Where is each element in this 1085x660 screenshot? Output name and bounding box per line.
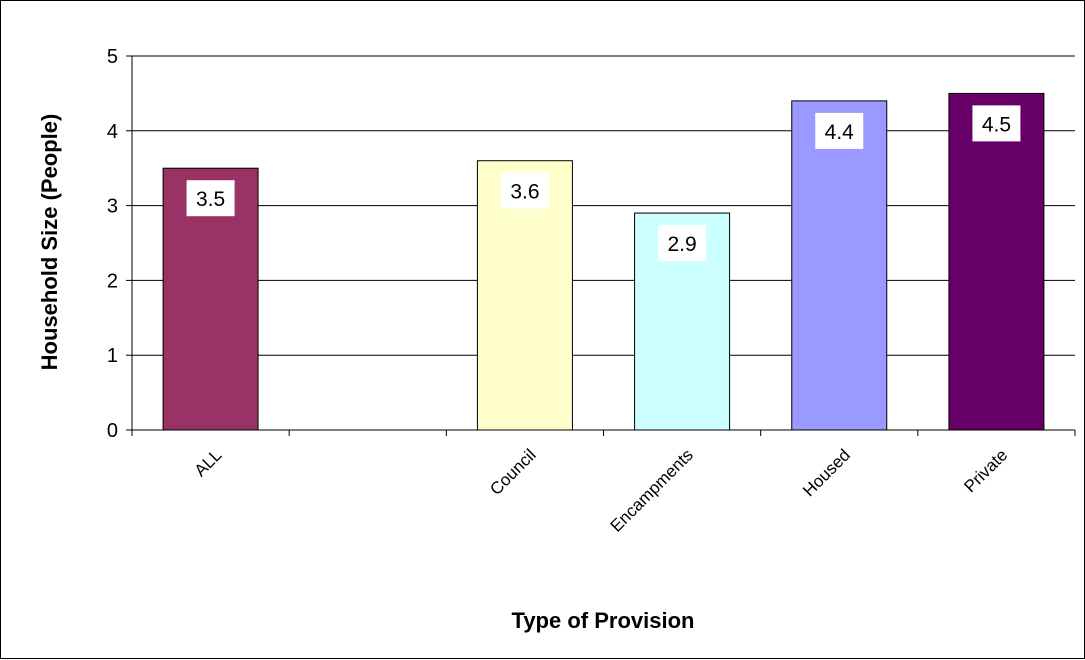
- bar-housed: [791, 100, 888, 431]
- axes: [126, 55, 1076, 436]
- data-label-box-encampments: [658, 225, 707, 262]
- bar-private: [948, 92, 1045, 431]
- y-tick-label-4: 4: [107, 121, 118, 143]
- x-tick-label-housed: Housed: [799, 445, 854, 500]
- bars: [162, 92, 1045, 431]
- data-label-box-private: [972, 105, 1021, 142]
- y-tick-label-0: 0: [107, 420, 118, 442]
- x-tick-label-council: Council: [486, 445, 540, 499]
- x-axis-title: Type of Provision: [512, 608, 695, 633]
- y-tick-label-2: 2: [107, 270, 118, 292]
- y-tick-label-1: 1: [107, 345, 118, 367]
- gridlines: [132, 55, 1075, 356]
- data-label-encampments: 2.9: [667, 233, 696, 256]
- data-label-box-all: [186, 180, 235, 217]
- data-label-box-council: [500, 172, 549, 209]
- bar-council: [476, 160, 573, 431]
- x-tick-label-private: Private: [960, 445, 1011, 496]
- x-tick-label-all: ALL: [191, 445, 226, 480]
- y-axis-title: Household Size (People): [37, 114, 62, 371]
- y-tick-label-3: 3: [107, 196, 118, 218]
- data-label-council: 3.6: [510, 181, 539, 204]
- data-label-housed: 4.4: [825, 121, 855, 144]
- data-label-box-housed: [815, 112, 864, 149]
- x-tick-label-encampments: Encampments: [607, 445, 697, 535]
- y-tick-label-5: 5: [107, 46, 118, 68]
- data-label-private: 4.5: [982, 113, 1011, 136]
- data-label-all: 3.5: [196, 188, 225, 211]
